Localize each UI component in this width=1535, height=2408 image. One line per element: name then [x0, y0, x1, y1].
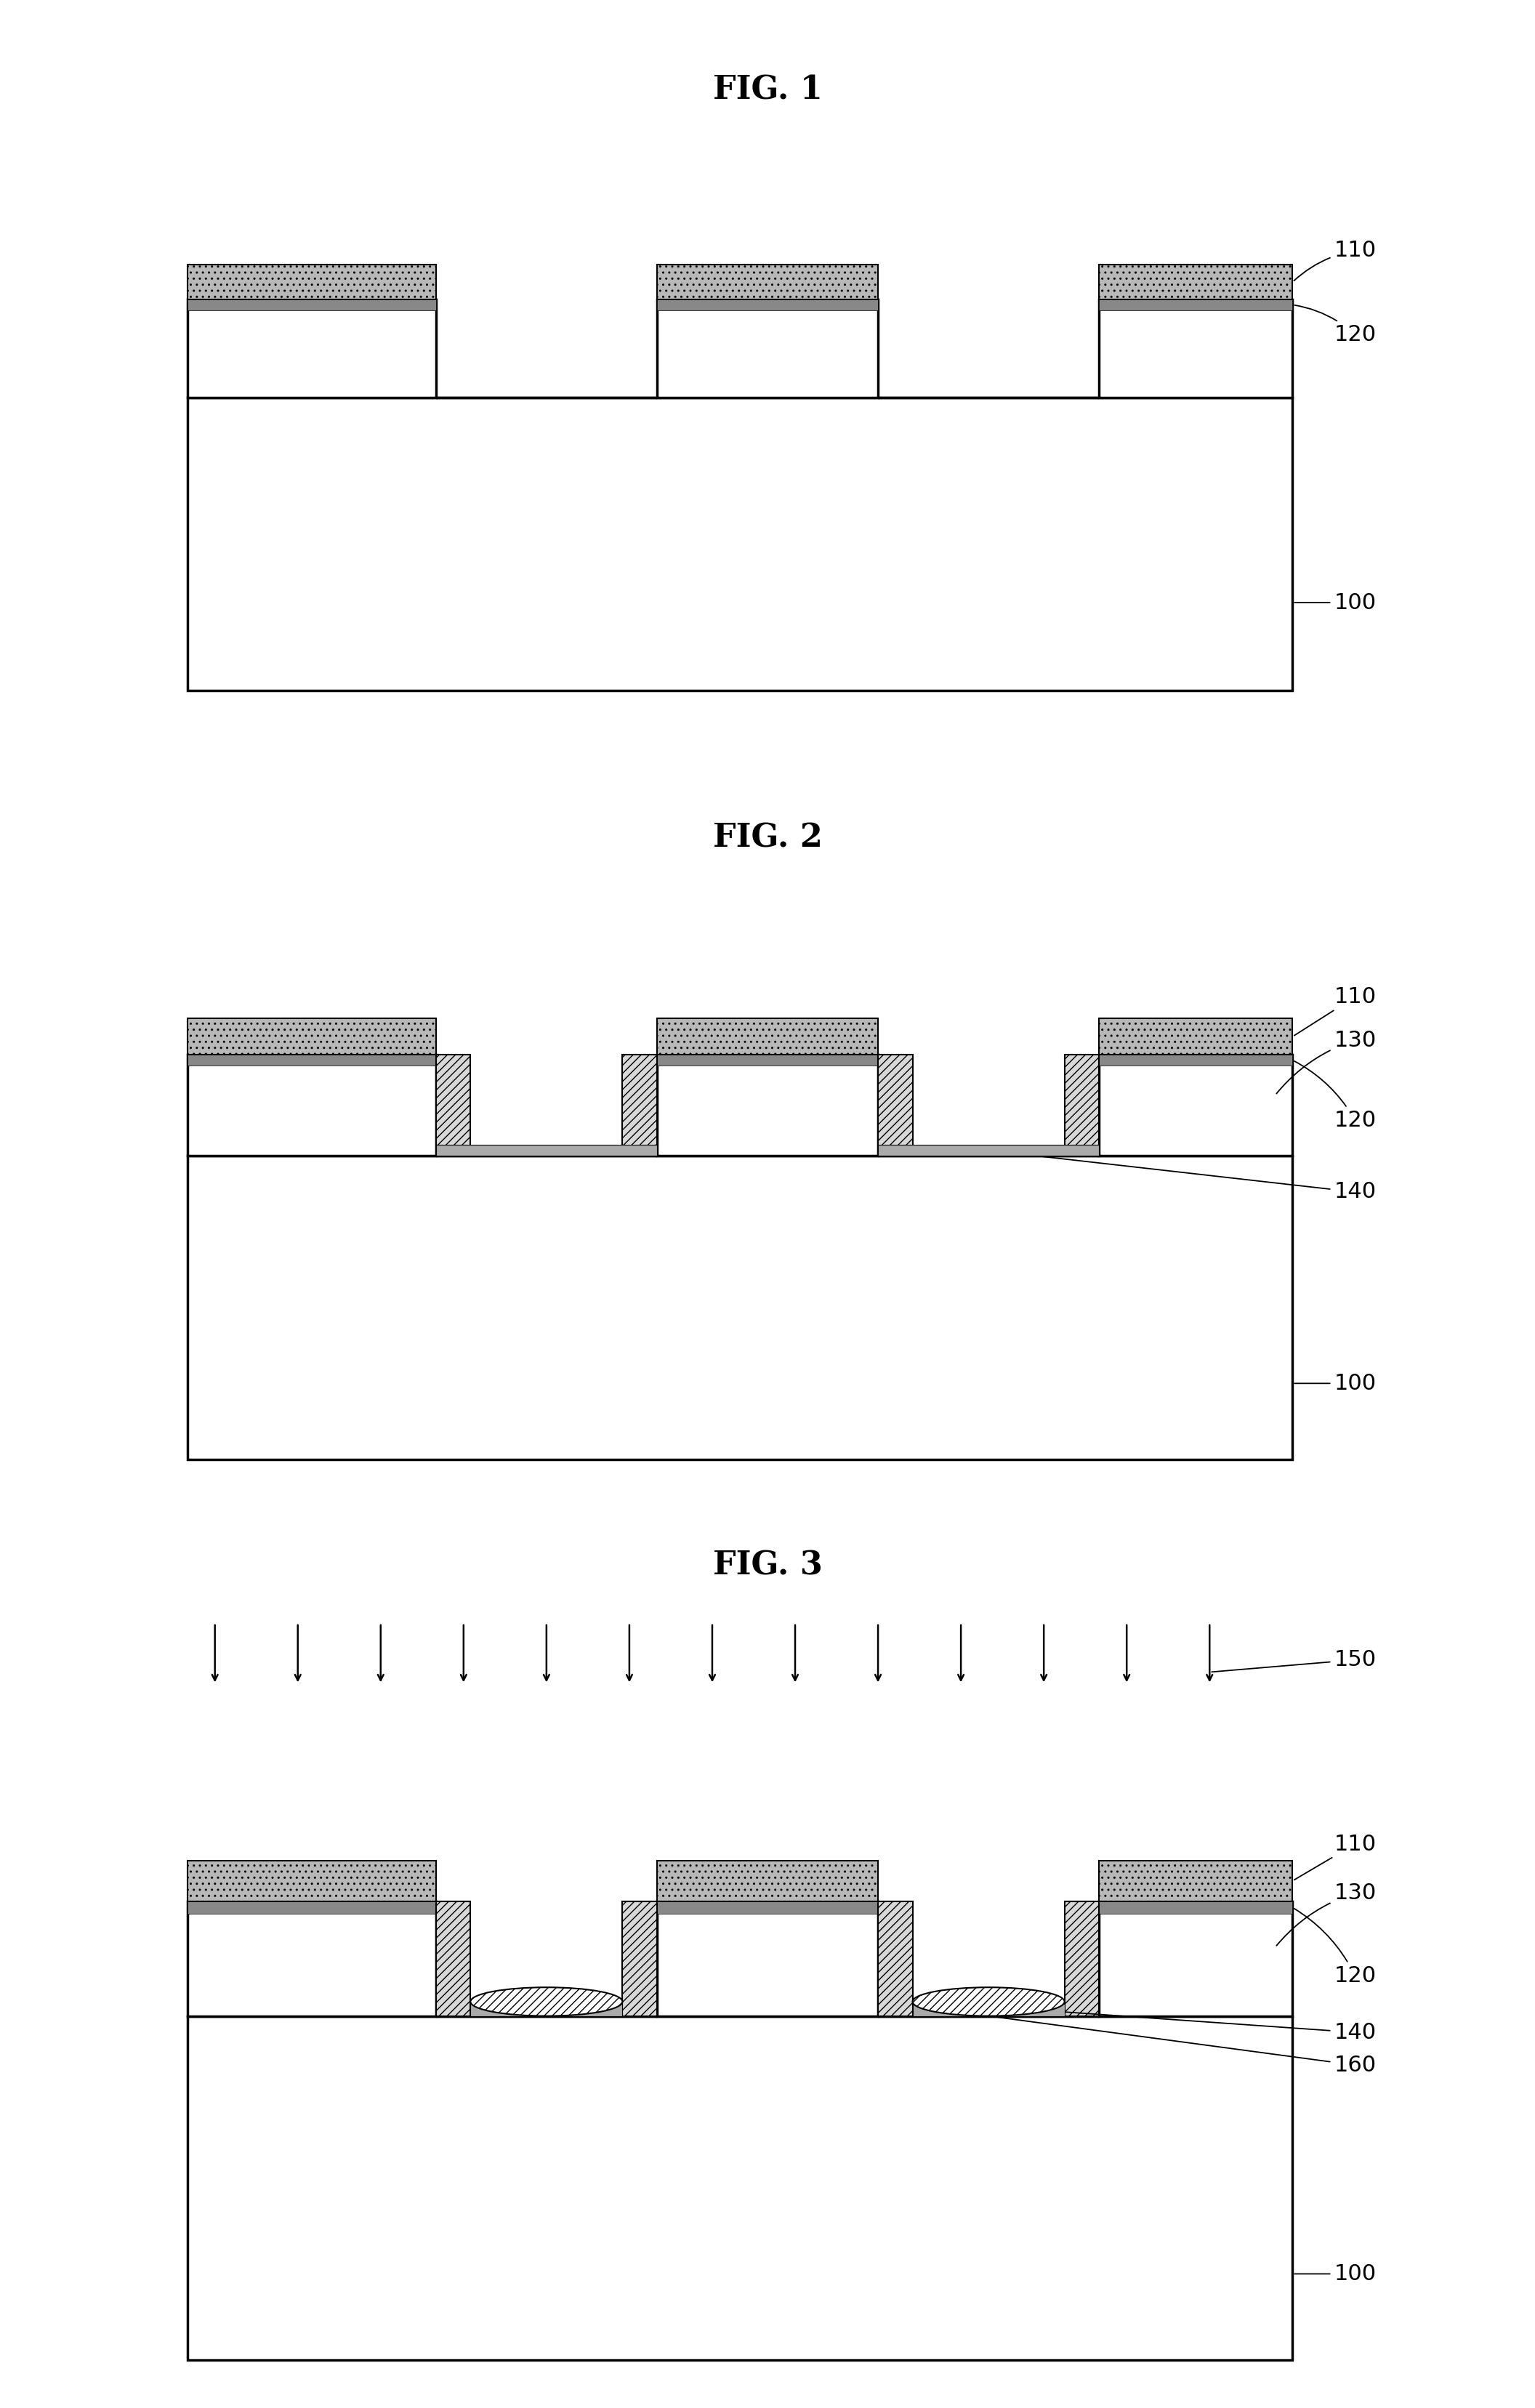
Bar: [1099, 1055, 1292, 1064]
Text: 120: 120: [1294, 1910, 1377, 1987]
Text: 160: 160: [990, 2015, 1377, 2076]
Bar: [1099, 299, 1292, 397]
Text: 130: 130: [1277, 1031, 1377, 1093]
Bar: [471, 2003, 623, 2015]
Bar: [623, 1055, 657, 1156]
Text: FIG. 2: FIG. 2: [712, 824, 823, 852]
Text: 110: 110: [1294, 1832, 1377, 1881]
Ellipse shape: [471, 1987, 623, 2015]
Bar: [1099, 1055, 1292, 1156]
Bar: [1099, 1019, 1292, 1055]
Text: FIG. 1: FIG. 1: [712, 75, 823, 106]
Bar: [187, 299, 436, 311]
Bar: [187, 1902, 436, 2015]
Bar: [1065, 1055, 1099, 1156]
Bar: [436, 1144, 657, 1156]
Bar: [187, 1055, 436, 1064]
Bar: [187, 1861, 436, 1902]
Bar: [657, 1902, 878, 1914]
Bar: [1099, 1902, 1292, 2015]
Bar: [657, 265, 878, 299]
Bar: [187, 397, 1292, 691]
Text: 140: 140: [1036, 2011, 1377, 2042]
Text: 130: 130: [1277, 1883, 1377, 1946]
Bar: [657, 299, 878, 397]
Bar: [436, 1902, 471, 2015]
Bar: [657, 1902, 878, 2015]
Bar: [657, 299, 878, 311]
Bar: [878, 1055, 912, 1156]
Text: 120: 120: [1294, 1062, 1377, 1132]
Bar: [1099, 1902, 1292, 1914]
Text: 100: 100: [1294, 2264, 1377, 2285]
Bar: [436, 1055, 471, 1156]
Bar: [187, 2015, 1292, 2360]
Bar: [657, 1055, 878, 1156]
Bar: [187, 1902, 436, 1914]
Bar: [187, 1019, 436, 1055]
Text: 150: 150: [1211, 1649, 1377, 1671]
Bar: [187, 1055, 436, 1156]
Text: FIG. 3: FIG. 3: [712, 1551, 823, 1582]
Bar: [187, 299, 436, 397]
Bar: [878, 1902, 912, 2015]
Text: 110: 110: [1294, 241, 1377, 282]
Bar: [187, 1156, 1292, 1459]
Bar: [657, 1019, 878, 1055]
Bar: [878, 1144, 1099, 1156]
Bar: [187, 265, 436, 299]
Text: 140: 140: [990, 1151, 1377, 1202]
Text: 120: 120: [1294, 306, 1377, 344]
Bar: [912, 2003, 1065, 2015]
Bar: [1099, 1861, 1292, 1902]
Ellipse shape: [912, 1987, 1065, 2015]
Bar: [1099, 265, 1292, 299]
Bar: [657, 1055, 878, 1064]
Bar: [657, 1861, 878, 1902]
Text: 100: 100: [1294, 1373, 1377, 1394]
Bar: [1099, 299, 1292, 311]
Text: 110: 110: [1294, 987, 1377, 1035]
Bar: [623, 1902, 657, 2015]
Text: 100: 100: [1294, 592, 1377, 614]
Bar: [1065, 1902, 1099, 2015]
